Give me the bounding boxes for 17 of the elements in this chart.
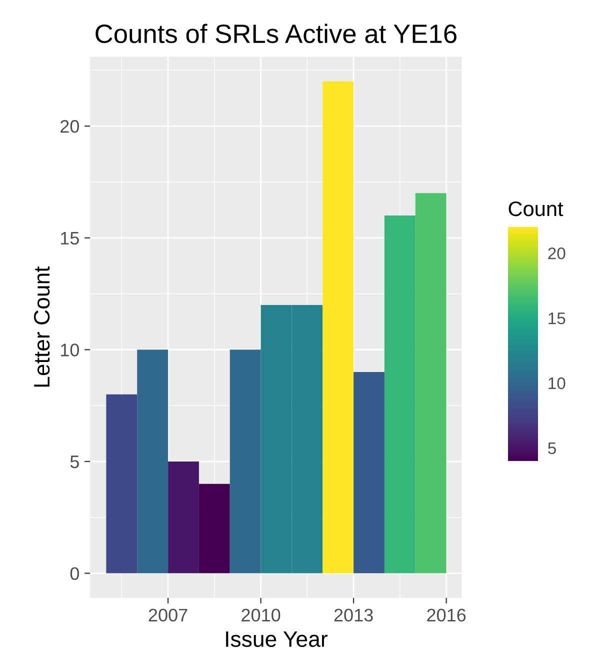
y-tick-label: 5 (70, 456, 79, 468)
x-tick-label: 2016 (427, 608, 466, 622)
y-tick-label: 0 (70, 567, 79, 580)
color-bar-label: 10 (548, 377, 566, 390)
y-axis-title: Letter Count (34, 266, 50, 387)
x-axis-title: Issue Year (226, 631, 328, 647)
y-tick-label: 10 (60, 344, 79, 356)
color-bar-title: Count (508, 201, 564, 216)
y-tick-label: 20 (60, 120, 79, 133)
y-tick-label: 15 (60, 232, 79, 245)
chart-title: Counts of SRLs Active at YE16 (96, 24, 456, 44)
x-tick-label: 2010 (242, 608, 280, 622)
x-tick-label: 2007 (148, 608, 188, 622)
color-bar-label: 15 (548, 312, 566, 324)
color-bar-label: 5 (548, 442, 556, 454)
color-bar-label: 20 (548, 248, 566, 260)
x-tick-label: 2013 (334, 608, 373, 622)
